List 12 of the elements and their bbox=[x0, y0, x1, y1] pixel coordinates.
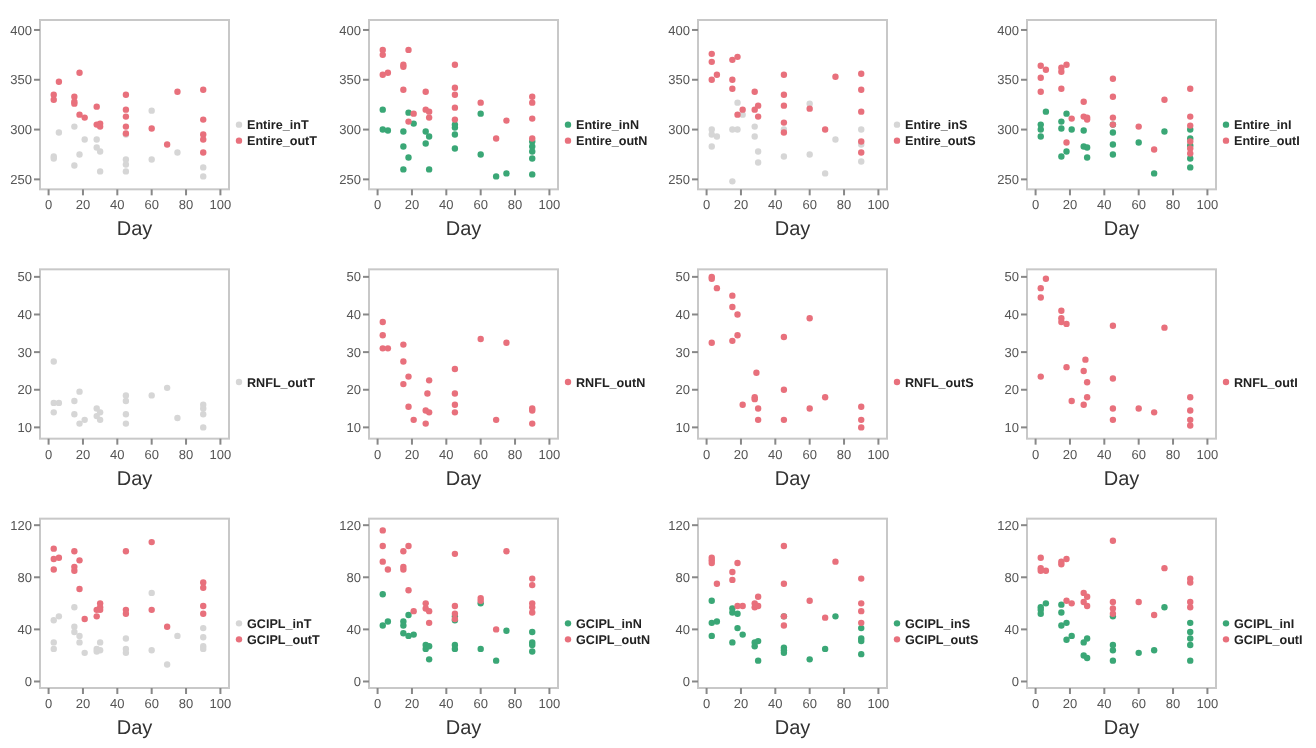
x-axis-title: Day bbox=[445, 468, 482, 491]
x-axis-title: Day bbox=[116, 718, 153, 740]
x-axis-title: Day bbox=[774, 219, 811, 242]
x-axis-title: Day bbox=[445, 219, 482, 242]
x-axis-title: Day bbox=[774, 468, 811, 491]
x-axis-title: Day bbox=[1103, 219, 1140, 242]
x-axis-title: Day bbox=[116, 219, 153, 242]
x-axis-title: Day bbox=[1103, 718, 1140, 740]
x-axis-title: Day bbox=[116, 468, 153, 491]
x-axis-title: Day bbox=[445, 718, 482, 740]
x-axis-title: Day bbox=[774, 718, 811, 740]
x-axis-title: Day bbox=[1103, 468, 1140, 491]
